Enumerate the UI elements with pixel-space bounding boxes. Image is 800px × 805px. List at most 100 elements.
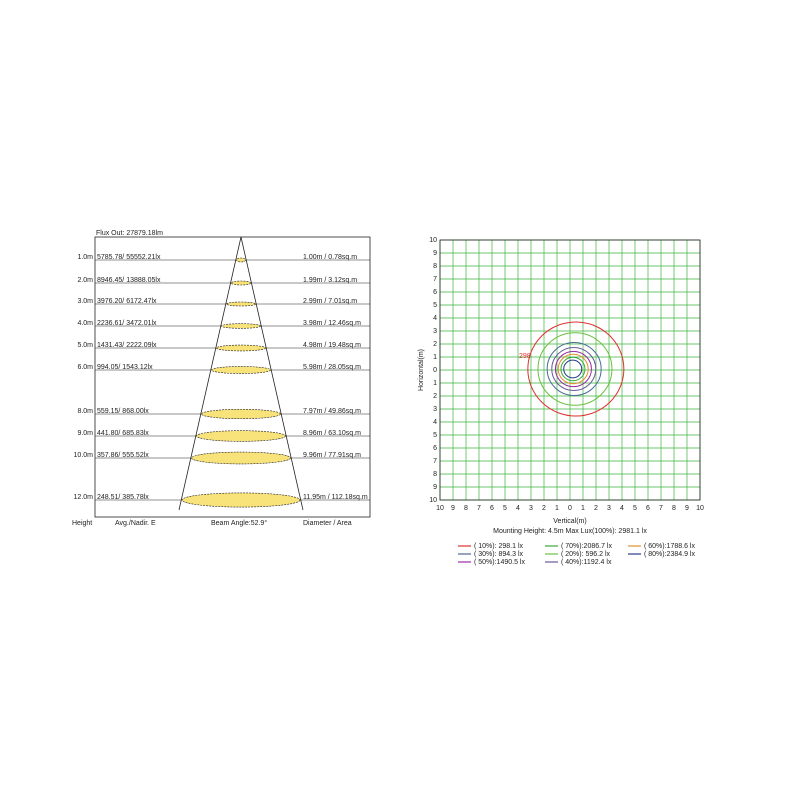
footer-lux: Avg./Nadir. E (115, 520, 156, 527)
y-tick-label: 3 (433, 406, 437, 413)
row-diameter: 7.97m / 49.86sq.m (303, 408, 361, 415)
row-lux: 441.80/ 685.83lx (97, 430, 149, 437)
row-diameter: 2.99m / 7.01sq.m (303, 298, 357, 305)
row-height: 1.0m (77, 254, 93, 261)
x-tick-label: 5 (633, 505, 637, 512)
row-height: 2.0m (77, 277, 93, 284)
row-height: 12.0m (74, 494, 94, 501)
y-tick-label: 4 (433, 315, 437, 322)
beam-spot (191, 451, 291, 465)
y-tick-label: 1 (433, 354, 437, 361)
beam-spot (211, 366, 271, 374)
row-diameter: 8.96m / 63.10sq.m (303, 430, 361, 437)
x-tick-label: 1 (581, 505, 585, 512)
beam-spot (201, 408, 281, 420)
legend-label: ( 30%): 894.3 lx (474, 551, 524, 558)
x-tick-label: 8 (672, 505, 676, 512)
row-lux: 994.05/ 1543.12lx (97, 364, 153, 371)
row-height: 4.0m (77, 320, 93, 327)
beam-spot (196, 430, 286, 442)
beam-spot (226, 301, 256, 307)
legend-label: ( 10%): 298.1 lx (474, 543, 524, 550)
row-height: 8.0m (77, 408, 93, 415)
x-tick-label: 3 (607, 505, 611, 512)
isolux-grid (439, 239, 701, 501)
row-height: 6.0m (77, 364, 93, 371)
x-tick-label: 3 (529, 505, 533, 512)
x-tick-label: 9 (451, 505, 455, 512)
contour-label: 298 (519, 353, 531, 360)
y-tick-label: 6 (433, 289, 437, 296)
row-diameter: 1.00m / 0.78sq.m (303, 254, 357, 261)
row-lux: 2236.61/ 3472.01lx (97, 320, 157, 327)
row-lux: 248.51/ 385.78lx (97, 494, 149, 501)
x-tick-label: 6 (490, 505, 494, 512)
contour (563, 359, 583, 379)
row-lux: 5785.78/ 55552.21lx (97, 254, 161, 261)
legend-label: ( 20%): 596.2 lx (561, 551, 611, 558)
info: Mounting Height: 4.5m Max Lux(100%): 298… (493, 528, 647, 535)
legend-label: ( 40%):1192.4 lx (561, 559, 612, 566)
contour (557, 353, 589, 385)
row-lux: 8946.45/ 13888.05lx (97, 277, 161, 284)
beam-frame (94, 236, 371, 518)
row-diameter: 5.98m / 28.05sq.m (303, 364, 361, 371)
y-tick-label: 9 (433, 484, 437, 491)
y-tick-label: 10 (429, 237, 437, 244)
y-tick-label: 8 (433, 471, 437, 478)
x-tick-label: 6 (646, 505, 650, 512)
x-tick-label: 10 (436, 505, 444, 512)
contour (546, 342, 602, 396)
x-tick-label: 0 (568, 505, 572, 512)
beam-spot (230, 280, 252, 286)
y-tick-label: 2 (433, 341, 437, 348)
y-tick-label: 5 (433, 432, 437, 439)
legend-label: ( 50%):1490.5 lx (474, 559, 525, 566)
footer-diameter: Diameter / Area (303, 520, 352, 527)
row-diameter: 4.98m / 19.48sq.m (303, 342, 361, 349)
row-lux: 357.86/ 555.52lx (97, 452, 149, 459)
legend-label: ( 80%):2384.9 lx (644, 551, 695, 558)
x-tick-label: 4 (620, 505, 624, 512)
footer-height: Height (72, 520, 92, 527)
cone-edge (178, 236, 242, 511)
row-lux: 559.15/ 868.00lx (97, 408, 149, 415)
x-axis-label: Vertical(m) (553, 518, 586, 525)
beam-spot (181, 492, 301, 508)
row-lux: 3976.20/ 6172.47lx (97, 298, 157, 305)
y-tick-label: 10 (429, 497, 437, 504)
x-tick-label: 8 (464, 505, 468, 512)
x-tick-label: 7 (477, 505, 481, 512)
contour (527, 321, 625, 417)
y-tick-label: 3 (433, 328, 437, 335)
y-tick-label: 8 (433, 263, 437, 270)
y-tick-label: 5 (433, 302, 437, 309)
y-tick-label: 6 (433, 445, 437, 452)
row-diameter: 9.96m / 77.91sq.m (303, 452, 361, 459)
y-tick-label: 1 (433, 380, 437, 387)
y-tick-label: 0 (433, 367, 437, 374)
y-tick-label: 7 (433, 276, 437, 283)
contour (554, 350, 592, 388)
row-height: 5.0m (77, 342, 93, 349)
x-tick-label: 4 (516, 505, 520, 512)
grid-frame (439, 239, 701, 501)
legend-label: ( 70%):2086.7 lx (561, 543, 612, 550)
y-tick-label: 7 (433, 458, 437, 465)
flux-out: Flux Out: 27879.18lm (96, 230, 163, 237)
row-diameter: 11.95m / 112.18sq.m (303, 494, 368, 501)
x-tick-label: 7 (659, 505, 663, 512)
row-height: 3.0m (77, 298, 93, 305)
beam-spot (216, 344, 266, 352)
x-tick-label: 2 (542, 505, 546, 512)
legend-label: ( 60%):1788.6 lx (644, 543, 695, 550)
x-tick-label: 9 (685, 505, 689, 512)
row-diameter: 1.99m / 3.12sq.m (303, 277, 357, 284)
y-tick-label: 4 (433, 419, 437, 426)
row-height: 9.0m (77, 430, 93, 437)
footer-beam: Beam Angle:52.9° (211, 519, 267, 527)
beam-spot (221, 323, 261, 329)
cone-edge (240, 236, 304, 511)
x-tick-label: 5 (503, 505, 507, 512)
